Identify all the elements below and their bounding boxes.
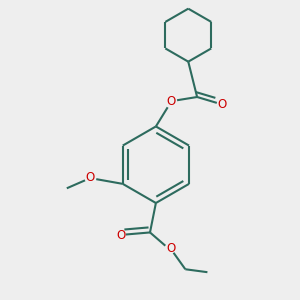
Text: O: O — [86, 172, 95, 184]
Text: O: O — [218, 98, 227, 111]
Text: O: O — [166, 95, 175, 108]
Text: O: O — [166, 242, 175, 255]
Text: O: O — [116, 229, 125, 242]
